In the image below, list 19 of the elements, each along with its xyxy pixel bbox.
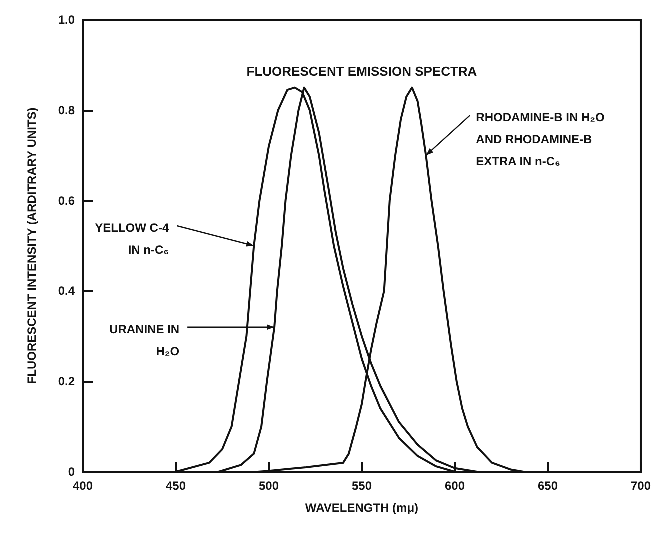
annotation: YELLOW C-4 IN n-C₆ — [95, 221, 170, 257]
y-tick-label: 0.8 — [58, 103, 76, 118]
y-tick-label: 0 — [68, 465, 76, 479]
y-tick-label: 1.0 — [58, 13, 76, 27]
x-tick-label: 700 — [630, 479, 652, 493]
y-axis-title: FLUORESCENT INTENSITY (ARDITRARY UNITS) — [25, 108, 39, 384]
y-tick-label: 0.2 — [58, 374, 76, 389]
y-tick-label: 0.6 — [58, 194, 76, 208]
x-tick-label: 400 — [72, 479, 94, 493]
y-tick-label: 0.4 — [58, 284, 76, 298]
x-tick-label: 650 — [538, 479, 558, 493]
x-tick-label: 450 — [166, 479, 186, 493]
x-tick-label: 600 — [444, 479, 466, 493]
annotation: URANINE IN H₂O — [110, 322, 180, 358]
annotation: RHODAMINE-B IN H₂O AND RHODAMINE-B EXTRA IN n-C₆ — [476, 110, 605, 169]
x-axis-title: WAVELENGTH (mμ) — [305, 501, 419, 515]
x-tick-label: 500 — [258, 479, 280, 493]
x-tick-label: 550 — [352, 479, 372, 493]
text: FLUORESCENT EMISSION SPECTRA — [246, 64, 478, 79]
